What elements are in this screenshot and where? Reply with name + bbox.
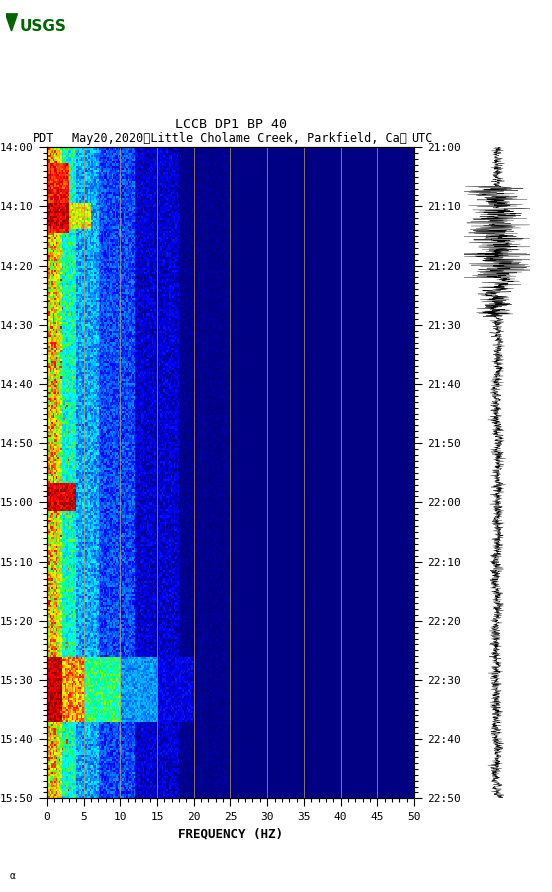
Text: α: α (10, 871, 16, 881)
Text: May20,2020　Little Cholame Creek, Parkfield, Ca、: May20,2020 Little Cholame Creek, Parkfie… (72, 131, 407, 145)
Text: USGS: USGS (20, 19, 67, 34)
Text: UTC: UTC (411, 131, 433, 145)
Polygon shape (6, 13, 18, 31)
Text: PDT: PDT (33, 131, 55, 145)
X-axis label: FREQUENCY (HZ): FREQUENCY (HZ) (178, 827, 283, 840)
Text: LCCB DP1 BP 40: LCCB DP1 BP 40 (175, 118, 286, 131)
